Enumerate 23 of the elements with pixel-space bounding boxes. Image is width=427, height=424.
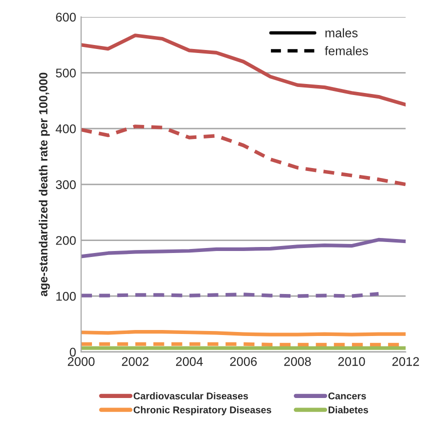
x-tick-label: 2002 (122, 357, 148, 366)
y-tick-label: 300 (56, 180, 76, 190)
annotation: males (326, 28, 358, 38)
legend-label: Cancers (328, 392, 366, 400)
x-tick-label: 2000 (68, 357, 95, 366)
y-tick-label: 0 (70, 348, 76, 357)
annotation: females (324, 46, 368, 56)
y-tick-label: 200 (56, 236, 76, 245)
y-tick-label: 600 (56, 12, 76, 22)
y-tick-label: 500 (56, 68, 76, 78)
legend-label: Chronic Respiratory Diseases (134, 406, 272, 416)
x-tick-label: 2010 (338, 357, 365, 366)
legend-label: Diabetes (328, 406, 368, 414)
line-series (81, 124, 406, 186)
x-tick-label: 2012 (392, 357, 419, 366)
y-axis-title: age-standardized death rate per 100,000 (38, 72, 50, 296)
line-series (81, 238, 406, 258)
x-tick-label: 2006 (230, 357, 257, 366)
x-tick-label: 2004 (176, 357, 203, 366)
y-tick-label: 400 (56, 124, 76, 134)
legend-label: Cardiovascular Diseases (134, 392, 248, 400)
x-tick-label: 2008 (284, 357, 311, 366)
y-tick-label: 100 (56, 292, 76, 301)
